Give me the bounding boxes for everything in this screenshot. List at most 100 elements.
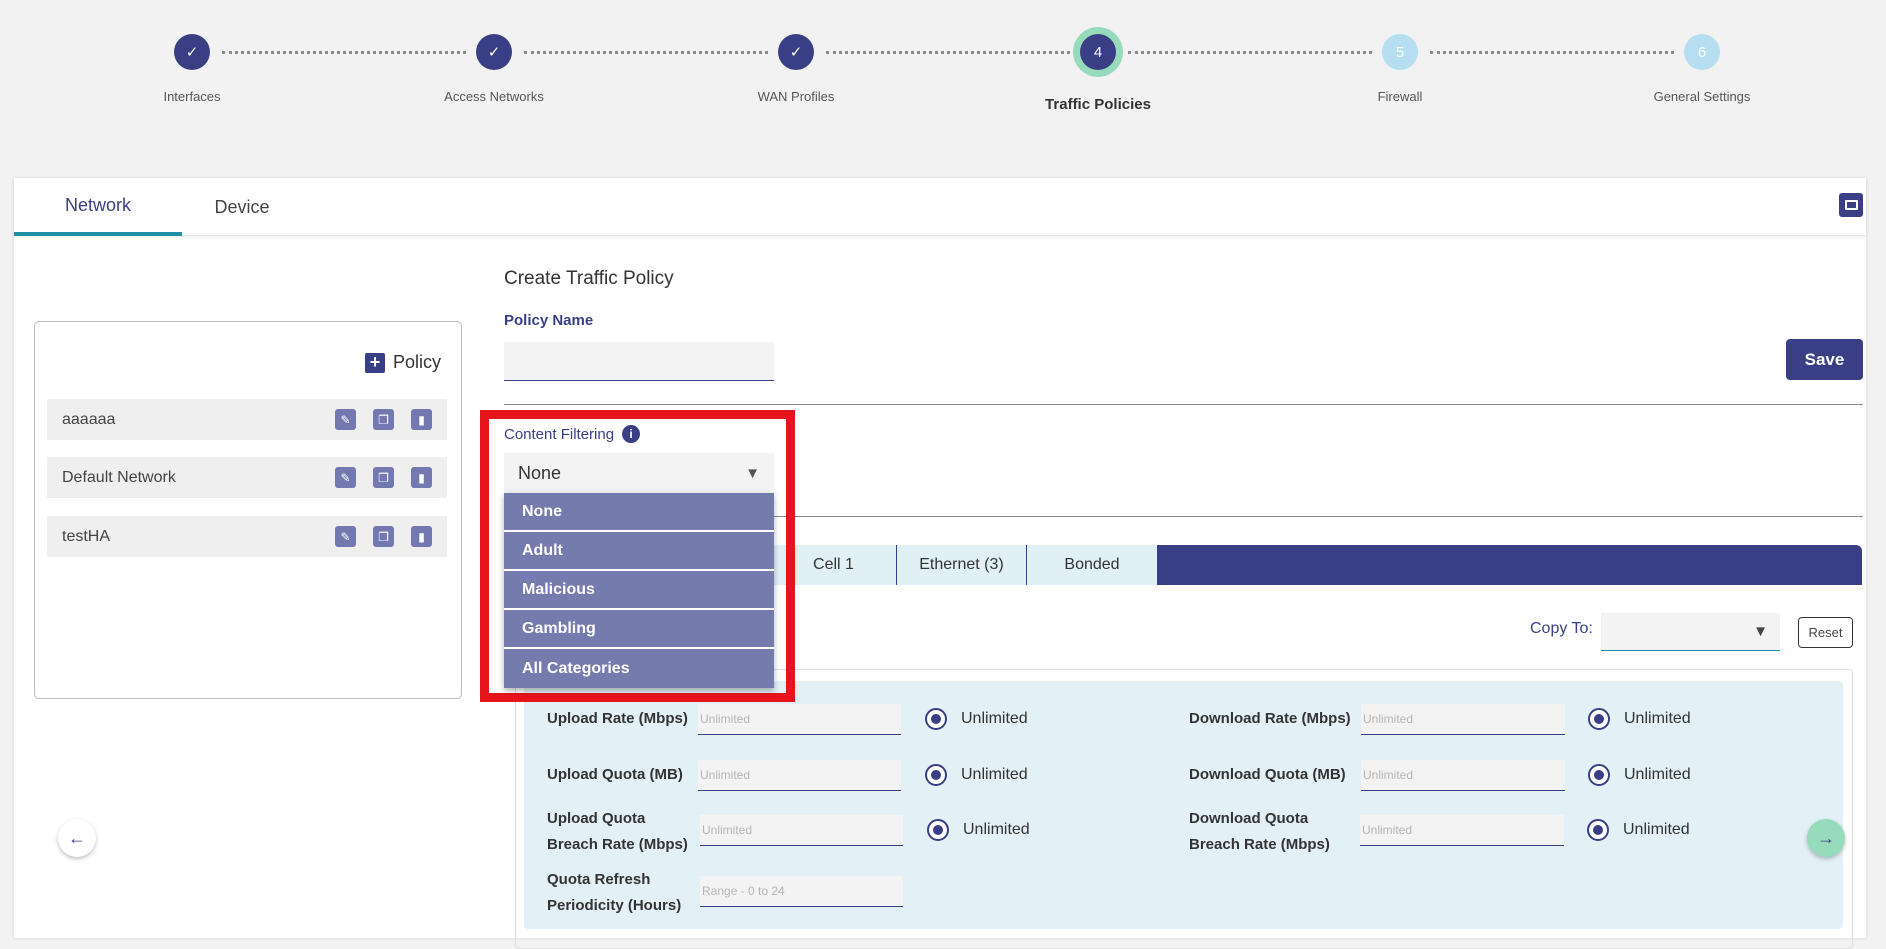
arrow-left-icon: ← — [68, 827, 86, 848]
tab-bar: Network Device — [14, 178, 1866, 236]
selected-value: None — [518, 462, 562, 483]
download-rate-input[interactable]: Unlimited — [1361, 704, 1565, 735]
policy-row[interactable]: aaaaaa ✎ ❐ ▮ — [47, 399, 447, 440]
edit-icon[interactable]: ✎ — [335, 409, 356, 430]
plus-icon: + — [365, 352, 385, 373]
policy-name-label: Policy Name — [504, 312, 594, 329]
step-wan-profiles[interactable]: ✓ — [778, 34, 814, 70]
step-number: 5 — [1395, 43, 1405, 61]
download-breach-input[interactable]: Unlimited — [1360, 815, 1564, 846]
step-access-networks[interactable]: ✓ — [476, 34, 512, 70]
policy-name: testHA — [62, 527, 111, 545]
content-filtering-select[interactable]: None ▼ — [504, 453, 774, 493]
upload-breach-unlimited-radio[interactable] — [927, 819, 949, 841]
unlimited-label: Unlimited — [1623, 821, 1690, 838]
step-label: Access Networks — [444, 89, 544, 104]
option-gambling[interactable]: Gambling — [504, 610, 774, 649]
step-connector — [1128, 51, 1372, 54]
policy-name-input[interactable] — [504, 342, 774, 381]
content-filtering-dropdown: None Adult Malicious Gambling All Catego… — [504, 493, 774, 688]
step-traffic-policies[interactable]: 4 — [1080, 34, 1116, 70]
arrow-right-icon: → — [1817, 827, 1835, 848]
step-label: General Settings — [1653, 89, 1751, 104]
trash-icon[interactable]: ▮ — [411, 526, 432, 547]
download-quota-input[interactable]: Unlimited — [1361, 760, 1565, 791]
back-arrow-button[interactable]: ← — [58, 819, 96, 857]
trash-icon[interactable]: ▮ — [411, 467, 432, 488]
label-line: Breach Rate (Mbps) — [1189, 836, 1330, 853]
option-malicious[interactable]: Malicious — [504, 571, 774, 610]
highlight-box — [480, 410, 795, 702]
policy-row[interactable]: Default Network ✎ ❐ ▮ — [47, 457, 447, 498]
step-number: 4 — [1093, 43, 1103, 61]
step-label: Firewall — [1377, 89, 1423, 104]
upload-quota-unlimited-radio[interactable] — [925, 764, 947, 786]
caret-down-icon: ▼ — [745, 464, 760, 482]
policy-list-panel: + Policy aaaaaa ✎ ❐ ▮ Default Network ✎ … — [34, 321, 462, 699]
step-firewall[interactable]: 5 — [1382, 34, 1418, 70]
wan-tab-bonded[interactable]: Bonded — [1026, 545, 1157, 585]
download-rate-unlimited-radio[interactable] — [1588, 708, 1610, 730]
label-line: Quota Refresh — [547, 871, 651, 888]
check-icon: ✓ — [487, 44, 501, 61]
copy-icon[interactable]: ❐ — [373, 467, 394, 488]
step-connector — [222, 51, 466, 54]
quota-refresh-label: Quota Refresh Periodicity (Hours) — [547, 867, 681, 919]
step-number: 6 — [1697, 43, 1707, 61]
option-adult[interactable]: Adult — [504, 532, 774, 571]
unlimited-label: Unlimited — [1624, 710, 1691, 727]
copy-icon[interactable]: ❐ — [373, 409, 394, 430]
add-policy-label: Policy — [393, 352, 442, 372]
trash-icon[interactable]: ▮ — [411, 409, 432, 430]
unlimited-label: Unlimited — [961, 766, 1028, 783]
content-filtering-label: Content Filtering i — [504, 425, 641, 443]
wan-tab-ethernet[interactable]: Ethernet (3) — [896, 545, 1026, 585]
option-all-categories[interactable]: All Categories — [504, 649, 774, 688]
policy-row[interactable]: testHA ✎ ❐ ▮ — [47, 516, 447, 557]
upload-breach-input[interactable]: Unlimited — [700, 815, 903, 846]
upload-rate-unlimited-radio[interactable] — [925, 708, 947, 730]
caret-down-icon: ▼ — [1753, 623, 1768, 640]
check-icon: ✓ — [789, 44, 803, 61]
policy-name: Default Network — [62, 468, 176, 486]
step-label: Traffic Policies — [1045, 96, 1151, 113]
label-line: Download Quota — [1189, 810, 1309, 827]
download-breach-unlimited-radio[interactable] — [1587, 819, 1609, 841]
reset-button[interactable]: Reset — [1798, 617, 1853, 648]
step-interfaces[interactable]: ✓ — [174, 34, 210, 70]
upload-rate-input[interactable]: Unlimited — [698, 704, 901, 735]
folder-icon[interactable] — [1839, 193, 1863, 217]
tab-device[interactable]: Device — [214, 196, 270, 217]
upload-quota-label: Upload Quota (MB) — [547, 766, 683, 783]
step-connector — [524, 51, 768, 54]
label-line: Periodicity (Hours) — [547, 897, 682, 914]
add-policy-button[interactable]: + Policy — [365, 352, 441, 373]
option-none[interactable]: None — [504, 493, 774, 532]
tab-network[interactable]: Network — [14, 178, 182, 236]
upload-quota-input[interactable]: Unlimited — [698, 760, 901, 791]
edit-icon[interactable]: ✎ — [335, 467, 356, 488]
download-quota-unlimited-radio[interactable] — [1588, 764, 1610, 786]
copy-icon[interactable]: ❐ — [373, 526, 394, 547]
policy-name: aaaaaa — [62, 410, 116, 428]
save-button[interactable]: Save — [1786, 339, 1863, 380]
divider — [504, 404, 1863, 405]
unlimited-label: Unlimited — [1624, 766, 1691, 783]
edit-icon[interactable]: ✎ — [335, 526, 356, 547]
step-general-settings[interactable]: 6 — [1684, 34, 1720, 70]
upload-rate-label: Upload Rate (Mbps) — [547, 710, 688, 727]
copy-to-label: Copy To: — [1530, 620, 1593, 637]
next-arrow-button[interactable]: → — [1807, 819, 1845, 857]
step-connector — [1430, 51, 1674, 54]
step-label: Interfaces — [163, 89, 221, 104]
quota-refresh-input[interactable]: Range - 0 to 24 — [700, 876, 903, 907]
unlimited-label: Unlimited — [963, 821, 1030, 838]
download-rate-label: Download Rate (Mbps) — [1189, 710, 1351, 727]
label-line: Upload Quota — [547, 810, 646, 827]
info-icon[interactable]: i — [622, 425, 641, 443]
upload-breach-label: Upload Quota Breach Rate (Mbps) — [547, 806, 688, 858]
divider — [504, 516, 1863, 517]
content-filtering-text: Content Filtering — [504, 425, 615, 443]
download-breach-label: Download Quota Breach Rate (Mbps) — [1189, 806, 1330, 858]
copy-to-select[interactable]: ▼ — [1601, 613, 1780, 651]
